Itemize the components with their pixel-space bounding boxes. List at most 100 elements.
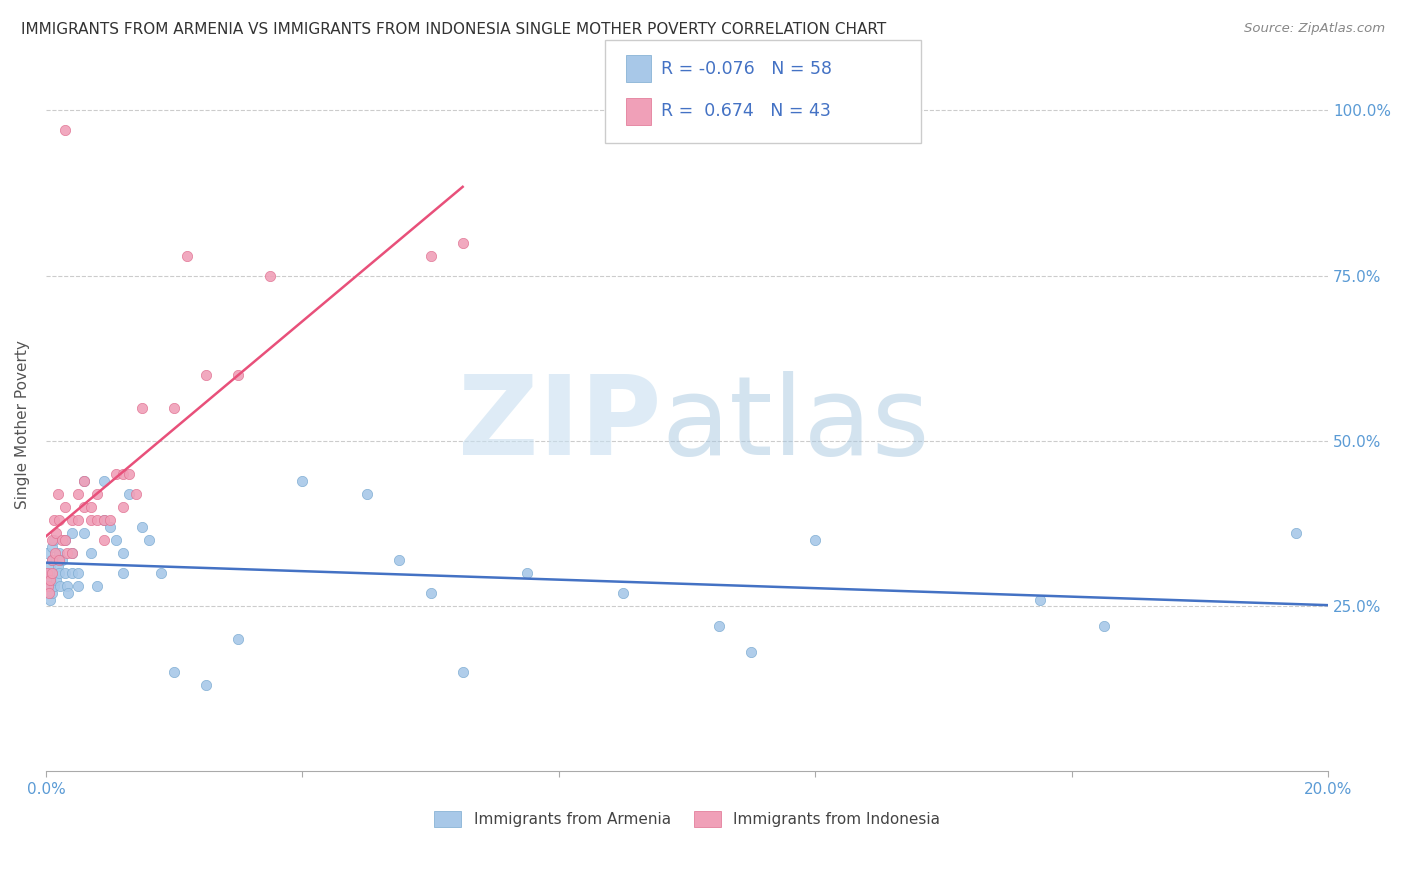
Point	[291, 474, 314, 488]
Text: R =  0.674   N = 43: R = 0.674 N = 43	[661, 103, 831, 120]
Point	[93, 513, 115, 527]
Point	[740, 645, 762, 659]
Point	[707, 619, 730, 633]
Point	[516, 566, 538, 580]
Point	[131, 520, 153, 534]
Point	[138, 533, 160, 547]
Point	[41, 566, 63, 580]
Point	[66, 579, 89, 593]
Point	[44, 579, 66, 593]
Point	[37, 566, 59, 580]
Point	[53, 566, 76, 580]
Point	[42, 513, 65, 527]
Point	[48, 513, 70, 527]
Point	[111, 566, 134, 580]
Point	[51, 553, 73, 567]
Text: Source: ZipAtlas.com: Source: ZipAtlas.com	[1244, 22, 1385, 36]
Point	[39, 559, 62, 574]
Point	[45, 553, 67, 567]
Point	[53, 500, 76, 514]
Point	[73, 474, 96, 488]
Point	[38, 579, 60, 593]
Text: ZIP: ZIP	[458, 371, 661, 478]
Point	[37, 579, 59, 593]
Point	[60, 546, 83, 560]
Point	[419, 249, 441, 263]
Point	[38, 592, 60, 607]
Point	[451, 665, 474, 680]
Point	[56, 579, 79, 593]
Point	[98, 513, 121, 527]
Point	[259, 268, 281, 283]
Point	[98, 520, 121, 534]
Text: atlas: atlas	[661, 371, 929, 478]
Point	[419, 586, 441, 600]
Point	[356, 487, 378, 501]
Point	[51, 533, 73, 547]
Point	[111, 467, 134, 481]
Legend: Immigrants from Armenia, Immigrants from Indonesia: Immigrants from Armenia, Immigrants from…	[427, 805, 946, 833]
Point	[86, 513, 108, 527]
Point	[37, 566, 59, 580]
Point	[131, 401, 153, 415]
Point	[41, 553, 63, 567]
Point	[49, 579, 72, 593]
Point	[105, 533, 128, 547]
Point	[60, 526, 83, 541]
Point	[86, 487, 108, 501]
Point	[39, 573, 62, 587]
Point	[60, 566, 83, 580]
Point	[41, 586, 63, 600]
Point	[73, 526, 96, 541]
Point	[105, 467, 128, 481]
Point	[53, 533, 76, 547]
Text: R = -0.076   N = 58: R = -0.076 N = 58	[661, 60, 832, 78]
Point	[195, 368, 218, 382]
Point	[39, 573, 62, 587]
Point	[226, 632, 249, 647]
Point	[93, 474, 115, 488]
Point	[53, 533, 76, 547]
Point	[45, 526, 67, 541]
Point	[37, 546, 59, 560]
Point	[86, 579, 108, 593]
Point	[451, 235, 474, 250]
Point	[60, 546, 83, 560]
Point	[48, 553, 70, 567]
Point	[48, 566, 70, 580]
Point	[150, 566, 173, 580]
Point	[38, 586, 60, 600]
Point	[1028, 592, 1050, 607]
Point	[46, 559, 69, 574]
Point	[58, 586, 80, 600]
Point	[60, 513, 83, 527]
Point	[41, 533, 63, 547]
Point	[48, 546, 70, 560]
Point	[1285, 526, 1308, 541]
Point	[163, 401, 186, 415]
Point	[118, 487, 141, 501]
Point	[387, 553, 409, 567]
Point	[41, 553, 63, 567]
Y-axis label: Single Mother Poverty: Single Mother Poverty	[15, 340, 30, 508]
Point	[42, 533, 65, 547]
Point	[66, 566, 89, 580]
Point	[44, 566, 66, 580]
Point	[93, 513, 115, 527]
Point	[195, 678, 218, 692]
Point	[163, 665, 186, 680]
Point	[176, 249, 198, 263]
Point	[226, 368, 249, 382]
Point	[80, 513, 103, 527]
Point	[56, 546, 79, 560]
Point	[46, 487, 69, 501]
Point	[41, 540, 63, 554]
Point	[125, 487, 148, 501]
Point	[111, 500, 134, 514]
Point	[1092, 619, 1115, 633]
Point	[45, 573, 67, 587]
Point	[111, 546, 134, 560]
Point	[66, 487, 89, 501]
Point	[612, 586, 634, 600]
Point	[44, 546, 66, 560]
